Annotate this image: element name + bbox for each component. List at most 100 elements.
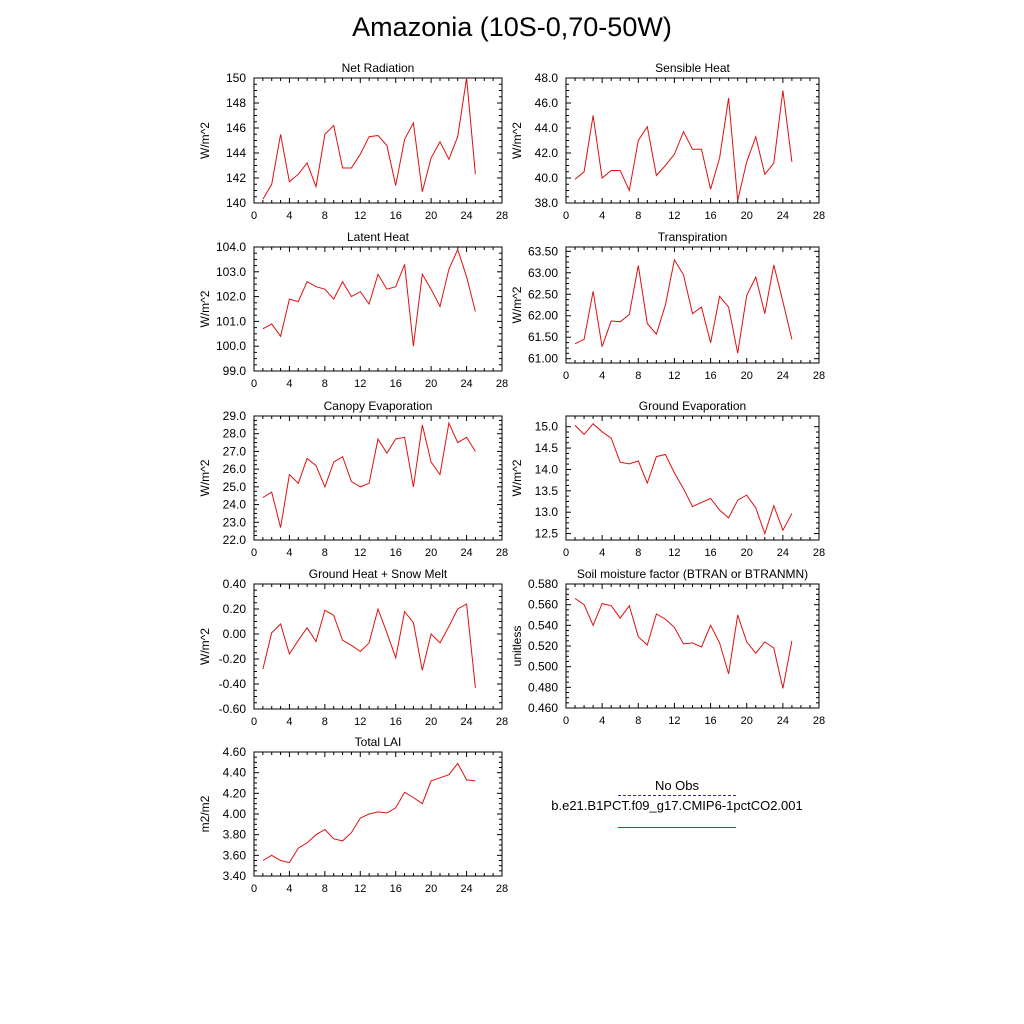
x-tick-label: 20 [741,547,753,559]
chart-panel-2: Sensible Heat W/m^2 0 4 8 12 16 20 24 28 38.0 40.0 4… [510,61,825,222]
y-tick-label: 27.0 [223,444,247,458]
y-tick-label: 0.520 [528,639,558,653]
x-tick-label: 28 [496,547,508,559]
y-tick-label: 62.50 [528,287,558,301]
x-tick-label: 0 [251,547,257,559]
series-line [262,248,476,347]
y-tick-label: 3.40 [223,869,247,883]
chart-panel-4: Transpiration W/m^2 0 4 8 12 16 20 24 28 61.00 61.5… [510,230,825,382]
y-tick-label: 144 [226,146,246,160]
x-tick-label: 8 [322,716,328,728]
x-tick-label: 24 [777,715,789,727]
panel-title: Canopy Evaporation [324,399,433,413]
x-tick-label: 16 [704,715,716,727]
y-tick-label: 12.5 [535,527,559,541]
x-tick-label: 12 [668,370,680,382]
x-tick-label: 24 [777,210,789,222]
x-tick-label: 4 [286,716,292,728]
x-tick-label: 28 [813,547,825,559]
chart-panel-1: Net Radiation W/m^2 0 4 8 12 16 20 24 28 140 142 144… [198,61,508,222]
y-tick-label: 62.00 [528,309,558,323]
y-axis-label: W/m^2 [510,459,524,496]
y-tick-label: 148 [226,96,246,110]
x-tick-label: 16 [390,547,402,559]
y-tick-label: 13.5 [535,484,559,498]
plot-frame [565,583,820,709]
y-axis-label: W/m^2 [198,459,212,496]
x-tick-label: 20 [425,883,437,895]
y-tick-label: 0.20 [223,602,247,616]
y-tick-label: 4.20 [223,786,247,800]
plot-frame [565,415,820,541]
plot-frame [565,77,820,204]
y-tick-label: 0.460 [528,701,558,715]
x-tick-label: 16 [704,547,716,559]
chart-panel-9: Total LAI m2/m2 0 4 8 12 16 20 24 28 3.40 3.60 3.80 4… [198,735,508,895]
y-axis-label: W/m^2 [510,286,524,323]
x-tick-label: 4 [599,547,605,559]
y-tick-label: 142 [226,171,246,185]
legend-label-obs: No Obs [654,778,700,793]
x-tick-label: 12 [354,210,366,222]
series-line [574,422,793,536]
x-tick-label: 24 [460,547,472,559]
series-line [574,598,793,689]
x-tick-label: 16 [390,210,402,222]
chart-panel-3: Latent Heat W/m^2 0 4 8 12 16 20 24 28 99.0 100.0 10… [198,230,508,390]
x-tick-label: 12 [354,716,366,728]
x-tick-label: 8 [322,210,328,222]
x-tick-label: 0 [251,378,257,390]
y-tick-label: 15.0 [535,420,559,434]
y-tick-label: 42.0 [535,146,559,160]
y-tick-label: 0.540 [528,618,558,632]
x-tick-label: 4 [599,210,605,222]
x-tick-label: 20 [741,370,753,382]
legend: No Obs b.e21.B1PCT.f09_g17.CMIP6-1pctCO2… [520,778,834,828]
y-tick-label: 0.580 [528,577,558,591]
x-tick-label: 0 [251,716,257,728]
y-tick-label: 103.0 [216,265,246,279]
y-tick-label: 3.60 [223,848,247,862]
y-tick-label: 63.00 [528,266,558,280]
y-tick-label: 100.0 [216,339,246,353]
chart-panel-5: Canopy Evaporation W/m^2 0 4 8 12 16 20 24 28 22.0… [198,399,508,559]
y-tick-label: 0.560 [528,598,558,612]
series-line [574,90,793,201]
x-tick-label: 16 [390,378,402,390]
y-tick-label: 46.0 [535,96,559,110]
y-tick-label: 29.0 [223,409,247,423]
legend-label-model: b.e21.B1PCT.f09_g17.CMIP6-1pctCO2.001 [551,798,803,813]
series-line [262,421,476,528]
x-tick-label: 4 [599,715,605,727]
x-tick-label: 28 [496,716,508,728]
x-tick-label: 12 [668,210,680,222]
x-tick-label: 24 [460,378,472,390]
panel-title: Transpiration [658,230,728,244]
x-tick-label: 4 [599,370,605,382]
chart-panel-7: Ground Heat + Snow Melt W/m^2 0 4 8 12 16 20 24 2… [198,567,508,728]
x-tick-label: 0 [563,715,569,727]
y-tick-label: 25.0 [223,480,247,494]
y-tick-label: 38.0 [535,196,559,210]
plot-frame [253,415,503,541]
y-tick-label: 150 [226,71,246,85]
plot-frame [253,751,503,877]
x-tick-label: 28 [496,210,508,222]
x-tick-label: 0 [251,210,257,222]
y-tick-label: 101.0 [216,314,246,328]
x-tick-label: 28 [813,210,825,222]
y-tick-label: 61.00 [528,352,558,366]
y-tick-label: -0.60 [219,702,247,716]
x-tick-label: 12 [354,883,366,895]
x-tick-label: 12 [354,378,366,390]
x-tick-label: 4 [286,210,292,222]
panel-title: Sensible Heat [655,61,730,75]
x-tick-label: 8 [635,210,641,222]
x-tick-label: 12 [354,547,366,559]
x-tick-label: 28 [496,378,508,390]
legend-line-obs [618,795,736,796]
y-tick-label: 0.00 [223,627,247,641]
x-tick-label: 16 [390,716,402,728]
x-tick-label: 8 [635,547,641,559]
